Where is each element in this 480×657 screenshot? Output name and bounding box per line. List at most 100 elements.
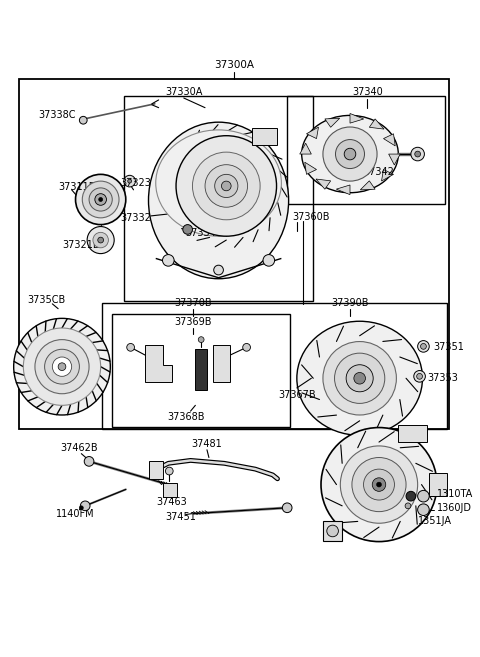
Circle shape [205,165,248,207]
Ellipse shape [156,130,281,237]
Polygon shape [389,154,400,165]
Circle shape [24,328,101,405]
Text: 37342: 37342 [363,168,395,177]
Polygon shape [213,346,230,382]
Circle shape [327,525,338,537]
Bar [195,350,207,390]
Circle shape [344,148,356,160]
Circle shape [417,373,422,379]
Circle shape [352,457,406,512]
Text: 37332: 37332 [120,213,151,223]
Polygon shape [350,114,364,123]
Polygon shape [384,134,395,146]
Circle shape [79,116,87,124]
Circle shape [45,350,79,384]
Circle shape [363,469,395,500]
Text: 1310TA: 1310TA [437,489,473,499]
Text: 37334: 37334 [186,228,216,238]
Text: 37367B: 37367B [278,390,316,399]
Text: 37321B: 37321B [62,240,100,250]
Circle shape [215,174,238,198]
Text: 37368B: 37368B [167,412,204,422]
Text: 37390B: 37390B [331,298,369,308]
Ellipse shape [301,116,398,193]
Circle shape [282,503,292,512]
Text: 37353: 37353 [427,373,458,383]
Circle shape [82,181,119,218]
Circle shape [340,446,418,523]
Circle shape [183,225,192,235]
Circle shape [84,457,94,466]
Bar [124,96,313,301]
Circle shape [335,353,385,403]
Polygon shape [305,162,316,174]
Circle shape [372,478,386,491]
Bar [252,128,276,145]
Ellipse shape [297,321,422,436]
Text: 37369B: 37369B [175,317,212,327]
Bar [287,96,444,204]
Bar [112,315,290,426]
Polygon shape [300,143,312,154]
Polygon shape [323,521,342,541]
Ellipse shape [321,428,437,541]
Circle shape [415,151,420,157]
Text: 37323: 37323 [120,178,151,188]
Text: 37463: 37463 [156,497,187,507]
Bar [20,79,449,428]
Circle shape [80,501,90,510]
Text: 37311E: 37311E [58,182,95,192]
Circle shape [405,503,411,509]
Polygon shape [145,346,172,382]
Circle shape [336,139,364,169]
Circle shape [420,344,426,350]
Circle shape [414,371,425,382]
Text: 3735CB: 3735CB [27,295,65,305]
Polygon shape [382,170,394,181]
Circle shape [98,237,104,243]
Circle shape [221,181,231,191]
Text: 37340: 37340 [352,87,383,97]
Bar [102,303,446,428]
Circle shape [87,227,114,254]
Circle shape [406,491,416,501]
Circle shape [127,344,134,351]
Polygon shape [336,185,350,194]
Circle shape [124,175,135,187]
Circle shape [35,340,89,394]
Circle shape [354,373,365,384]
Circle shape [346,365,373,392]
Circle shape [75,174,126,225]
Ellipse shape [148,122,288,279]
Text: 37451: 37451 [166,512,196,522]
Bar [149,461,163,479]
Circle shape [176,136,276,237]
Circle shape [166,467,173,475]
Circle shape [128,179,132,183]
Circle shape [89,188,112,211]
Circle shape [243,344,251,351]
Circle shape [411,147,424,161]
Polygon shape [369,119,384,129]
Text: 37338C: 37338C [39,110,76,120]
Text: 37360B: 37360B [292,212,329,222]
Bar [163,483,177,497]
Circle shape [214,265,223,275]
Text: 37300A: 37300A [214,60,254,70]
Polygon shape [316,179,331,189]
Circle shape [58,363,66,371]
Polygon shape [325,118,340,127]
Text: 37462B: 37462B [60,443,98,453]
Circle shape [79,506,83,510]
Text: 37481: 37481 [192,439,222,449]
Text: 37370B: 37370B [175,298,212,308]
Circle shape [418,504,429,516]
Text: 37330A: 37330A [165,87,203,97]
Circle shape [14,319,110,415]
Circle shape [263,254,275,266]
Circle shape [198,337,204,342]
Circle shape [93,233,108,248]
Circle shape [192,152,260,220]
Circle shape [418,340,429,352]
Circle shape [323,342,396,415]
